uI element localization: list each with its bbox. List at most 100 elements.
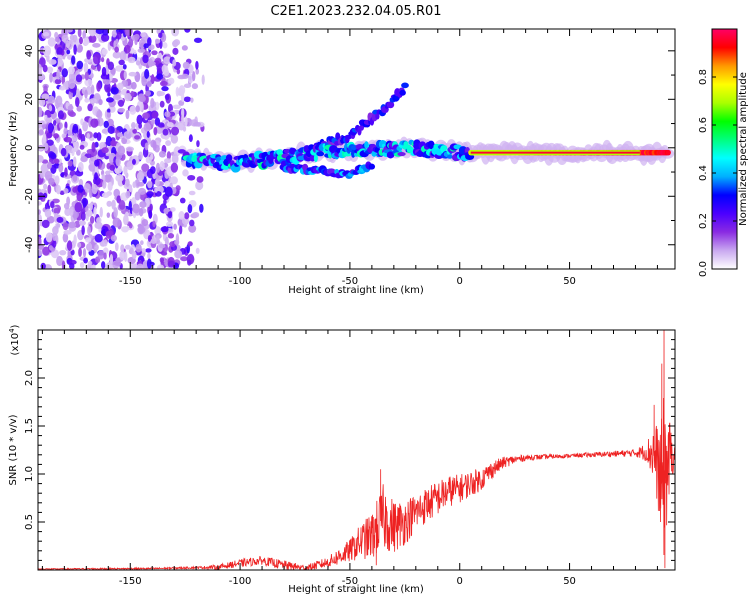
noise-blob [71, 55, 76, 65]
noise-blob [105, 170, 111, 176]
noise-blob [72, 174, 78, 182]
noise-blob [77, 29, 82, 38]
noise-blob [187, 174, 196, 181]
noise-blob [184, 116, 188, 127]
noise-blob [195, 60, 199, 70]
colorbar-gradient [712, 29, 737, 269]
noise-blob [57, 110, 65, 120]
noise-blob [172, 59, 177, 67]
noise-blob [82, 198, 87, 208]
noise-blob [150, 119, 156, 125]
noise-blob [132, 181, 136, 188]
noise-blob [38, 236, 42, 247]
noise-blob [58, 163, 64, 173]
noise-blob [80, 156, 88, 163]
noise-blob [74, 201, 83, 213]
noise-blob [63, 230, 72, 235]
noise-blob [94, 172, 98, 181]
noise-blob [201, 74, 205, 85]
noise-blob [76, 105, 83, 112]
noise-blob [159, 257, 165, 263]
noise-blob [159, 160, 165, 172]
noise-blob [77, 161, 84, 173]
noise-blob [148, 209, 153, 219]
noise-blob [132, 203, 140, 214]
noise-blob [101, 48, 108, 55]
noise-blob [109, 164, 116, 171]
noise-blob [42, 64, 48, 73]
noise-blob [112, 217, 121, 228]
svg-text:(x104): (x104) [8, 324, 21, 355]
noise-blob [54, 175, 60, 185]
noise-blob [90, 118, 99, 128]
noise-blob [147, 252, 151, 260]
noise-blob [62, 222, 69, 231]
y-tick-label: -20 [24, 188, 35, 204]
noise-blob [38, 146, 44, 151]
noise-blob [55, 36, 60, 43]
noise-blob [91, 141, 96, 153]
spectrogram-panel: -150 -100 -50 0 50 -40 -20 0 20 40 Height of stra… [8, 28, 676, 296]
y-tick-label: 1.0 [24, 466, 35, 482]
noise-blob [102, 180, 107, 189]
noise-blob [56, 47, 63, 55]
noise-blob [69, 263, 75, 269]
noise-blob [42, 133, 47, 143]
noise-blob [72, 186, 78, 193]
noise-blob [101, 33, 110, 42]
noise-blob [101, 192, 110, 198]
noise-blob [132, 128, 137, 134]
y-tick-label: 0 [24, 145, 35, 151]
noise-blob [92, 54, 101, 65]
noise-blob [178, 211, 185, 220]
noise-blob [147, 37, 152, 46]
noise-blob [96, 81, 101, 92]
noise-blob [91, 183, 98, 195]
noise-blob [63, 202, 70, 210]
noise-blob [78, 220, 86, 226]
noise-blob [128, 71, 137, 77]
noise-blob [172, 47, 179, 55]
colorbar-frame [711, 28, 738, 270]
noise-blob [84, 97, 90, 103]
noise-blob [129, 105, 137, 115]
noise-blob [64, 167, 68, 177]
snr-ylabel: SNR (10 * v/v) [8, 414, 19, 485]
noise-blob [91, 264, 96, 269]
noise-blob [63, 187, 69, 194]
noise-blob [44, 170, 53, 181]
noise-blob [135, 105, 140, 113]
noise-blob [173, 39, 181, 46]
noise-blob [136, 114, 143, 125]
noise-blob [164, 158, 172, 164]
noise-blob [103, 252, 107, 260]
noise-blob [128, 222, 133, 229]
colorbar-tick-label: 0.4 [698, 165, 709, 181]
noise-blob [73, 210, 78, 221]
noise-blob [100, 74, 109, 80]
noise-blob [126, 160, 134, 171]
noise-blob [67, 221, 77, 229]
branch-blob [375, 113, 380, 120]
noise-blob [181, 73, 189, 79]
noise-blob [118, 59, 125, 66]
noise-blob [79, 261, 85, 269]
noise-blob [118, 199, 126, 210]
noise-blob [55, 184, 61, 195]
noise-blob [142, 54, 149, 64]
noise-blob [83, 182, 91, 193]
noise-blob [136, 263, 145, 269]
noise-blob [181, 45, 188, 51]
x-tick-label: -150 [119, 276, 142, 287]
noise-blob [52, 226, 59, 235]
noise-blob [76, 60, 84, 70]
noise-blob [146, 258, 152, 269]
noise-blob [123, 70, 127, 80]
noise-blob [90, 84, 95, 95]
noise-blob [130, 90, 135, 97]
noise-blob [117, 99, 125, 107]
noise-blob [38, 129, 44, 136]
noise-blob [44, 202, 51, 211]
noise-blob [79, 144, 85, 150]
noise-blob [171, 153, 179, 165]
